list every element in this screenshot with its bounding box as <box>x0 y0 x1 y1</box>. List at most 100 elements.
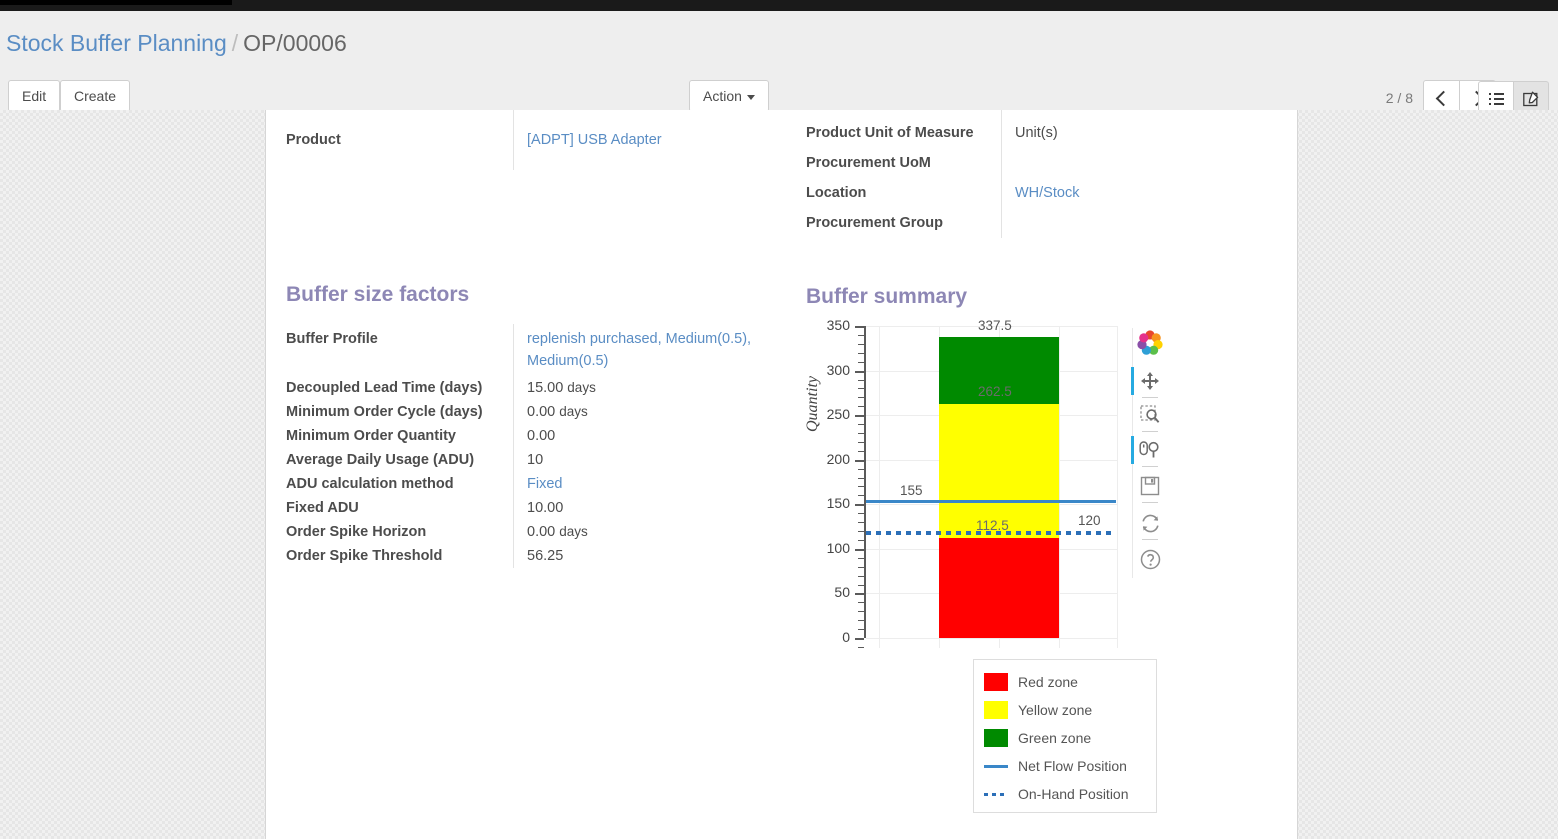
box-zoom-tool-button[interactable] <box>1135 400 1165 430</box>
field-label-product: Product <box>286 132 341 148</box>
wheel-zoom-tool-button[interactable] <box>1131 435 1165 465</box>
legend-item-red-zone[interactable]: Red zone <box>984 672 1078 692</box>
edit-button[interactable]: Edit <box>8 80 61 112</box>
breadcrumb-separator: / <box>231 30 239 56</box>
list-view-icon <box>1488 93 1504 105</box>
toolbar-divider <box>1142 466 1158 467</box>
toolbar-divider <box>1142 397 1158 398</box>
chart-toolbar <box>1131 328 1168 578</box>
legend-item-on-hand-position[interactable]: On-Hand Position <box>984 784 1129 804</box>
create-button[interactable]: Create <box>60 80 131 112</box>
legend-swatch-green-zone <box>984 729 1008 747</box>
bokeh-logo-icon[interactable] <box>1135 328 1165 358</box>
chart-plot-area: 337.5 262.5 112.5 155 120 <box>866 318 1118 648</box>
legend-item-green-zone[interactable]: Green zone <box>984 728 1091 748</box>
bar-segment-green-zone[interactable] <box>939 337 1059 404</box>
toolbar-divider <box>1142 502 1158 503</box>
field-divider <box>513 496 514 520</box>
gridline-x-5 <box>1117 326 1118 648</box>
help-tool-button[interactable] <box>1135 544 1165 574</box>
field-label-minimum-order-cycle: Minimum Order Cycle (days) <box>286 404 483 420</box>
chart-plot-frame: 337.5 262.5 112.5 155 120 <box>827 317 1118 648</box>
legend-swatch-red-zone <box>984 673 1008 691</box>
legend-item-yellow-zone[interactable]: Yellow zone <box>984 700 1092 720</box>
bar-label-top: 337.5 <box>978 318 1012 333</box>
section-title-buffer-size-factors: Buffer size factors <box>286 283 470 306</box>
help-tool-icon <box>1140 549 1160 569</box>
chevron-left-icon <box>1435 90 1451 106</box>
field-value-average-daily-usage: 10 <box>527 452 544 468</box>
bar-label-green-yellow-boundary: 262.5 <box>978 384 1012 399</box>
field-row-location: Location WH/Stock <box>806 178 1276 208</box>
field-value-location[interactable]: WH/Stock <box>1015 185 1080 201</box>
field-value-buffer-profile[interactable]: replenish purchased, Medium(0.5), Medium… <box>527 331 752 369</box>
field-value-adu-calculation-method[interactable]: Fixed <box>527 476 563 492</box>
bar-segment-red-zone[interactable] <box>939 537 1059 638</box>
buffer-size-factors-grid: Buffer Profile replenish purchased, Medi… <box>286 324 791 568</box>
field-value-clipped: y <box>1002 110 1022 118</box>
chart-legend: Red zone Yellow zone Green zone Net Flow… <box>973 659 1157 813</box>
net-flow-position-line <box>866 499 1116 503</box>
field-row-procurement-uom: Procurement UoM <box>806 148 1276 178</box>
net-flow-position-label: 155 <box>900 483 923 498</box>
field-value-minimum-order-cycle: 0.00 days <box>527 404 588 420</box>
pan-tool-button[interactable] <box>1131 366 1165 396</box>
field-value-order-spike-horizon: 0.00 days <box>527 524 588 540</box>
field-divider <box>1001 178 1002 208</box>
legend-swatch-net-flow-position <box>984 764 1008 768</box>
top-black-bar <box>0 0 1558 11</box>
bar-segment-yellow-zone[interactable] <box>939 404 1059 538</box>
legend-label-on-hand-position: On-Hand Position <box>1018 786 1129 802</box>
field-divider <box>513 400 514 424</box>
field-row-company-clipped: y <box>806 110 1276 118</box>
y-tick-label-0: 0 <box>842 629 850 645</box>
field-label-adu-calculation-method: ADU calculation method <box>286 476 454 492</box>
legend-label-yellow-zone: Yellow zone <box>1018 702 1093 718</box>
reset-tool-button[interactable] <box>1135 508 1165 538</box>
field-divider <box>1001 118 1002 148</box>
reset-tool-icon <box>1141 514 1159 532</box>
buffer-summary-chart[interactable]: Quantity <box>804 317 1166 665</box>
pan-tool-icon <box>1141 372 1159 390</box>
wheel-zoom-tool-active-indicator <box>1131 436 1134 464</box>
field-value-product[interactable]: [ADPT] USB Adapter <box>527 132 662 148</box>
field-value-product-uom: Unit(s) <box>1015 125 1058 141</box>
y-tick-label-150: 150 <box>826 495 850 512</box>
chevron-down-icon <box>746 94 755 100</box>
field-value-minimum-order-quantity: 0.00 <box>527 428 556 444</box>
y-tick-label-250: 250 <box>826 406 850 423</box>
field-row-procurement-group: Procurement Group <box>806 208 1276 238</box>
field-value-decoupled-lead-time: 15.00 days <box>527 380 596 396</box>
breadcrumb-root-link[interactable]: Stock Buffer Planning <box>6 30 227 56</box>
control-panel: Stock Buffer Planning / OP/00006 Edit Crea… <box>0 11 1558 117</box>
field-label-average-daily-usage: Average Daily Usage (ADU) <box>286 452 475 468</box>
toolbar-divider <box>1142 431 1158 432</box>
save-tool-icon <box>1140 476 1160 496</box>
form-view-icon <box>1523 91 1539 107</box>
field-label-decoupled-lead-time: Decoupled Lead Time (days) <box>286 380 483 396</box>
action-menu-button[interactable]: Action <box>689 80 769 112</box>
y-tick-label-200: 200 <box>826 450 850 467</box>
field-label-order-spike-horizon: Order Spike Horizon <box>286 524 427 540</box>
field-divider <box>513 472 514 496</box>
breadcrumb-current: OP/00006 <box>243 30 347 56</box>
field-label-procurement-group: Procurement Group <box>806 215 943 231</box>
field-value-fixed-adu: 10.00 <box>527 500 564 516</box>
gridline-x-1 <box>879 326 880 648</box>
field-label-product-uom: Product Unit of Measure <box>806 125 974 141</box>
y-tick-label-100: 100 <box>826 539 850 556</box>
form-group-left-top: Product [ADPT] USB Adapter <box>286 110 791 170</box>
section-title-buffer-summary: Buffer summary <box>806 285 968 308</box>
save-tool-button[interactable] <box>1135 471 1165 501</box>
on-hand-position-label: 120 <box>1078 513 1101 528</box>
legend-label-green-zone: Green zone <box>1018 730 1092 746</box>
chart-y-axis-line <box>864 326 866 638</box>
field-label-minimum-order-quantity: Minimum Order Quantity <box>286 428 456 444</box>
field-label-buffer-profile: Buffer Profile <box>286 331 378 347</box>
field-label-order-spike-threshold: Order Spike Threshold <box>286 548 443 564</box>
field-divider <box>1001 148 1002 178</box>
on-hand-position-line <box>866 530 1116 535</box>
field-divider <box>513 520 514 544</box>
legend-item-net-flow-position[interactable]: Net Flow Position <box>984 756 1127 776</box>
